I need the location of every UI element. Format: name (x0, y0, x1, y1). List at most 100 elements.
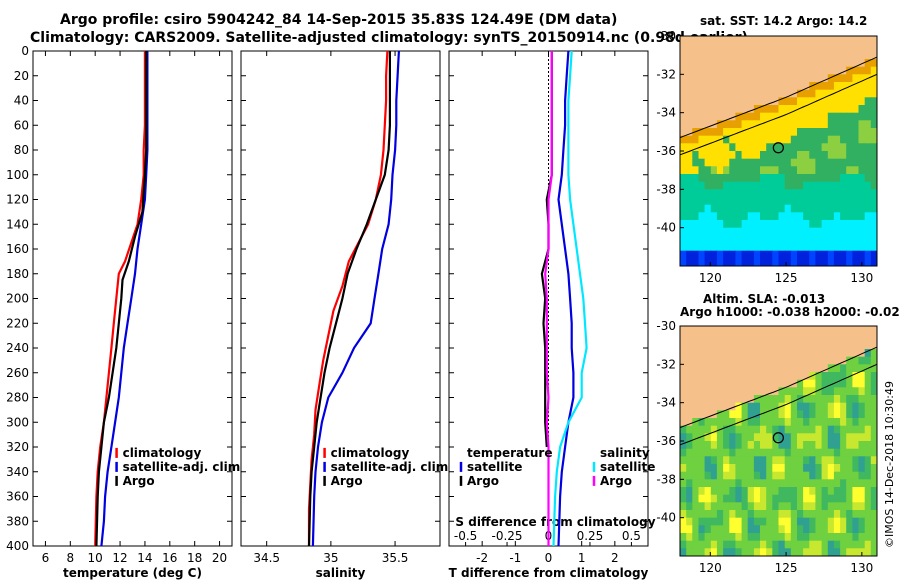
map-cell (797, 258, 804, 267)
map-cell (815, 74, 823, 83)
map-cell (692, 112, 699, 121)
map-cell (686, 135, 693, 144)
map-cell (846, 135, 853, 144)
map-cell (686, 112, 693, 121)
map-cell (704, 433, 712, 442)
map-cell (778, 356, 786, 365)
map-cell (753, 250, 761, 259)
map-cell (710, 235, 718, 244)
map-cell (686, 487, 693, 496)
map-cell (772, 548, 779, 557)
map-cell (858, 540, 866, 549)
map-cell (741, 189, 749, 198)
map-cell (716, 166, 724, 175)
map-cell (741, 235, 749, 244)
map-cell (778, 197, 786, 206)
map-cell (686, 151, 693, 160)
map-cell (784, 510, 792, 519)
map-cell (680, 364, 687, 373)
map-cell (846, 333, 853, 342)
map-cell (797, 158, 804, 167)
map-cell (864, 402, 872, 411)
map-cell (784, 43, 792, 52)
map-cell (772, 341, 779, 350)
map-cell (790, 227, 798, 236)
map-cell (784, 533, 792, 542)
map-cell (704, 418, 712, 427)
map-cell (686, 105, 693, 114)
map-cell (809, 494, 816, 503)
map-cell (723, 364, 730, 373)
map-cell (729, 379, 736, 388)
map-cell (710, 326, 718, 335)
map-cell (692, 372, 699, 381)
map-cell (827, 250, 835, 259)
map-cell (680, 97, 687, 106)
map-cell (747, 143, 755, 152)
map-cell (753, 502, 761, 511)
map-cell (846, 36, 853, 45)
map-cell (790, 517, 798, 526)
map-cell (846, 548, 853, 557)
map-cell (747, 379, 755, 388)
map-cell (680, 220, 687, 229)
y-tick-label: 240 (6, 341, 29, 355)
map-cell (741, 250, 749, 259)
map-cell (864, 143, 872, 152)
map-cell (766, 105, 773, 114)
map-cell (766, 372, 773, 381)
map-cell (870, 97, 878, 106)
map-cell (741, 425, 749, 434)
map-cell (716, 158, 724, 167)
map-cell (815, 250, 823, 259)
map-cell (698, 349, 706, 358)
map-cell (833, 517, 841, 526)
map-cell (784, 74, 792, 83)
map-cell (870, 82, 878, 91)
map-cell (790, 395, 798, 404)
map-cell (803, 341, 810, 350)
map-cell (815, 181, 823, 190)
map-cell (815, 59, 823, 68)
map-cell (846, 349, 853, 358)
map-cell (729, 448, 736, 457)
map-cell (858, 250, 866, 259)
map-cell (778, 479, 786, 488)
map-cell (784, 425, 792, 434)
map-cell (747, 517, 755, 526)
map-cell (710, 448, 718, 457)
map-cell (815, 349, 823, 358)
map-cell (735, 356, 743, 365)
map-cell (760, 456, 767, 465)
map-cell (827, 220, 835, 229)
map-cell (821, 174, 829, 183)
map-cell (686, 227, 693, 236)
map-cell (784, 181, 792, 190)
map-cell (846, 533, 853, 542)
map-cell (760, 418, 767, 427)
map-cell (760, 510, 767, 519)
map-cell (797, 410, 804, 419)
map-cell (840, 410, 847, 419)
salinity-panel: 34.5 35 35.5salinityclimatologysatellite-a… (240, 50, 453, 580)
x-axis-label: salinity (316, 566, 366, 580)
map-cell (864, 448, 872, 457)
map-cell (833, 51, 841, 60)
map-cell (846, 341, 853, 350)
map-cell (852, 128, 860, 137)
map-cell (870, 410, 878, 419)
map-cell (729, 326, 736, 335)
map-cell (852, 197, 860, 206)
map-cell (840, 197, 847, 206)
map-cell (747, 36, 755, 45)
map-cell (710, 166, 718, 175)
map-cell (760, 333, 767, 342)
map-cell (747, 502, 755, 511)
map-cell (686, 212, 693, 221)
map-cell (778, 326, 786, 335)
map-cell (821, 120, 829, 129)
map-cell (760, 227, 767, 236)
map-cell (704, 464, 712, 473)
map-cell (840, 120, 847, 129)
map-cell (864, 356, 872, 365)
